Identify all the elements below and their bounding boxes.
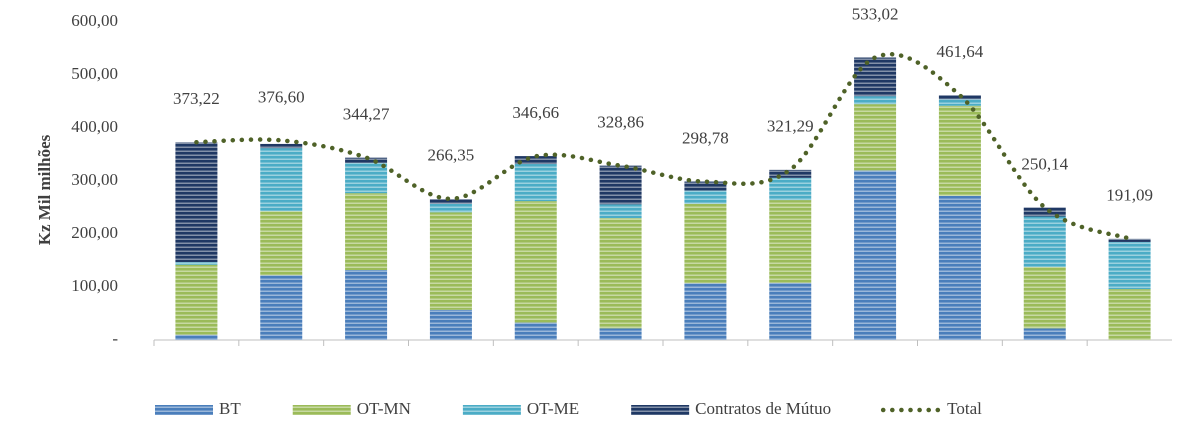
bar-segment: [429, 203, 472, 213]
bar-segment: [938, 105, 981, 196]
bar-segment: [345, 270, 388, 340]
bar-segment: [1108, 289, 1151, 340]
bar-segment: [684, 203, 727, 284]
bar-segment: [514, 201, 557, 323]
data-label: 376,60: [258, 87, 305, 106]
bar-segment: [1023, 216, 1066, 267]
legend-label: OT-ME: [527, 399, 579, 418]
legend-item: Contratos de Mútuo: [631, 399, 831, 418]
legend-swatch: [292, 405, 351, 415]
bar-segment: [769, 169, 812, 178]
bar-segment: [429, 199, 472, 204]
legend-label: Contratos de Mútuo: [695, 399, 831, 418]
legend-label: OT-MN: [357, 399, 411, 418]
bar-segment: [429, 212, 472, 310]
y-tick-label: 300,00: [71, 170, 118, 189]
bar-segment: [260, 275, 303, 340]
total-line: [194, 52, 1132, 241]
bar-segment: [175, 264, 218, 335]
bar-segment: [345, 193, 388, 271]
bar-segment: [769, 200, 812, 283]
bar-segment: [938, 195, 981, 340]
legend-label: BT: [219, 399, 241, 418]
bar-segment: [769, 177, 812, 201]
bar-segment: [260, 143, 303, 149]
y-axis-title: Kz Mil milhões: [35, 134, 54, 245]
bar-segment: [260, 211, 303, 276]
legend-item: Total: [880, 399, 982, 418]
bar-segment: [854, 96, 897, 105]
bar-segment: [684, 190, 727, 204]
bar-segment: [429, 309, 472, 340]
legend-label: Total: [947, 399, 982, 418]
legend-item: BT: [155, 399, 241, 418]
bar-segment: [938, 99, 981, 106]
y-tick-label: -: [112, 329, 118, 348]
legend-swatch: [462, 405, 521, 415]
bar-segment: [684, 283, 727, 340]
data-label: 533,02: [852, 4, 899, 23]
legend-item: OT-MN: [292, 399, 411, 418]
y-tick-label: 500,00: [71, 64, 118, 83]
bar-segment: [769, 282, 812, 340]
data-label: 191,09: [1106, 186, 1153, 205]
bar-segment: [345, 162, 388, 194]
bar-segment: [514, 156, 557, 165]
y-tick-label: 200,00: [71, 223, 118, 242]
data-label: 266,35: [428, 146, 475, 165]
bar-segment: [599, 328, 642, 340]
bar-segment: [599, 218, 642, 329]
bar-segment: [175, 334, 218, 340]
bar-segment: [854, 170, 897, 340]
bar-segment: [1023, 328, 1066, 340]
data-label: 461,64: [937, 42, 984, 61]
bar-segment: [599, 204, 642, 219]
bar-segment: [599, 165, 642, 205]
data-label: 250,14: [1021, 154, 1068, 173]
data-label: 346,66: [512, 103, 559, 122]
data-label: 344,27: [343, 104, 390, 123]
bar-segment: [854, 104, 897, 171]
bar-segment: [1108, 238, 1151, 242]
y-tick-label: 400,00: [71, 117, 118, 136]
data-label: 298,78: [682, 129, 729, 148]
bar-segment: [514, 322, 557, 340]
data-label: 321,29: [767, 117, 814, 136]
bar-segment: [514, 164, 557, 202]
legend-item: OT-ME: [462, 399, 579, 418]
y-tick-label: 600,00: [71, 11, 118, 30]
bar-segment: [175, 142, 218, 263]
bar-segment: [1023, 266, 1066, 329]
data-label: 373,22: [173, 89, 220, 108]
bar-segment: [345, 157, 388, 163]
y-tick-label: 100,00: [71, 276, 118, 295]
legend-swatch: [631, 405, 690, 415]
bar-segment: [175, 262, 218, 265]
legend-swatch: [155, 405, 213, 415]
bar-segment: [1108, 241, 1151, 290]
bar-segment: [684, 181, 727, 191]
bar-segment: [260, 148, 303, 212]
bar-segment: [1023, 207, 1066, 217]
data-label: 328,86: [597, 113, 644, 132]
bar-segment: [854, 57, 897, 97]
